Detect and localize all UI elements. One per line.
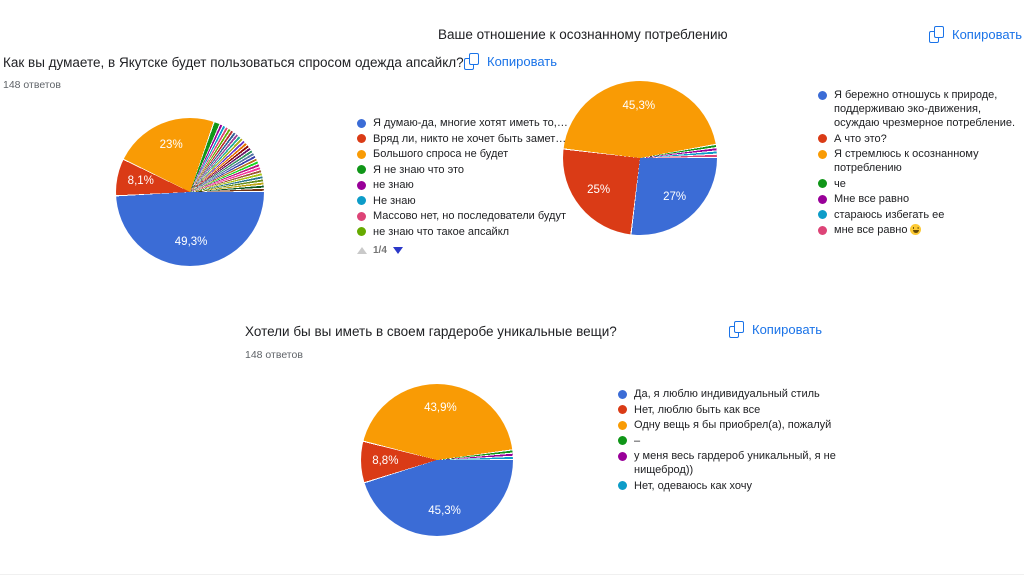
copy-button-upcycle[interactable]: Копировать <box>464 53 557 70</box>
legend-bullet <box>818 134 827 143</box>
legend-bullet <box>357 149 366 159</box>
legend-bullet <box>357 211 366 221</box>
legend-upcycle: Я думаю-да, многие хотят иметь то,… Вряд … <box>357 116 568 240</box>
copy-button-wardrobe[interactable]: Копировать <box>729 321 822 338</box>
legend-wardrobe: Да, я люблю индивидуальный стиль Нет, люб… <box>618 387 843 494</box>
legend-item: Я не знаю что это <box>357 163 568 177</box>
legend-label: Мне все равно <box>834 193 910 205</box>
pie-chart-conscious-consumption[interactable]: 27% 25% 45,3% <box>563 81 717 235</box>
legend-item: Нет, одеваюсь как хочу <box>618 479 843 493</box>
legend-pagination: 1/4 <box>357 245 403 256</box>
question-title-wardrobe: Хотели бы вы иметь в своем гардеробе уни… <box>245 324 617 339</box>
legend-bullet <box>818 225 827 235</box>
legend-bullet <box>357 180 366 190</box>
legend-label: Не знаю <box>373 194 416 207</box>
legend-item: – <box>618 434 843 448</box>
copy-label: Копировать <box>952 27 1022 42</box>
legend-bullet <box>357 196 366 205</box>
legend-bullet <box>618 405 627 414</box>
legend-label: че <box>834 177 846 190</box>
pie-chart-wardrobe[interactable]: 45,3% 8,8% 43,9% <box>361 384 513 536</box>
legend-label: не знаю что такое апсайкл <box>373 225 510 238</box>
legend-label: Вряд ли, никто не хочет быть замет… <box>373 132 567 145</box>
legend-bullet <box>618 389 627 399</box>
legend-item: Я думаю-да, многие хотят иметь то,… <box>357 116 568 130</box>
pie-slice-label: 43,9% <box>424 402 457 415</box>
legend-label: Я стремлюсь к осознанному потреблению <box>834 148 979 174</box>
legend-bullet <box>818 210 827 219</box>
legend-bullet <box>357 134 366 143</box>
legend-item: мне все равно <box>818 223 1016 237</box>
copy-button-header[interactable]: Копировать <box>929 26 1022 43</box>
legend-item: Нет, люблю быть как все <box>618 403 843 417</box>
pie-chart-upcycle[interactable]: 49,3% 8,1% 23% <box>116 118 264 266</box>
legend-label: Массово нет, но последователи будут <box>373 210 566 222</box>
legend-label: А что это? <box>834 132 887 145</box>
pie-slice-label: 45,3% <box>428 505 461 518</box>
legend-conscious-consumption: Я бережно отношусь к природе, поддержива… <box>818 88 1016 239</box>
pie-slice-label: 8,8% <box>372 454 399 467</box>
tongue-out-emoji-icon <box>910 224 922 235</box>
legend-bullet <box>618 481 627 490</box>
legend-bullet <box>818 179 827 188</box>
page-down-icon[interactable] <box>392 247 403 254</box>
pie-slice-label: 8,1% <box>127 175 154 188</box>
legend-bullet <box>618 436 627 445</box>
legend-item: Массово нет, но последователи будут <box>357 209 568 223</box>
legend-item: Да, я люблю индивидуальный стиль <box>618 387 843 401</box>
legend-label: Одну вещь я бы приобрел(а), пожалуй <box>634 419 832 431</box>
legend-bullet <box>357 118 366 128</box>
copy-icon <box>729 321 744 338</box>
legend-bullet <box>618 420 627 430</box>
pie-slice-label: 23% <box>159 139 183 152</box>
pie-slice-label: 49,3% <box>174 236 208 249</box>
legend-bullet <box>357 165 366 174</box>
copy-icon <box>464 53 479 70</box>
legend-item: стараюсь избегать ее <box>818 208 1016 222</box>
copy-icon <box>929 26 944 43</box>
legend-label: Я бережно отношусь к природе, поддержива… <box>834 89 1016 129</box>
legend-bullet <box>357 227 366 236</box>
responses-count-wardrobe: 148 ответов <box>245 349 303 361</box>
legend-label: у меня весь гардероб уникальный, я не ни… <box>634 450 836 476</box>
legend-label: Нет, одеваюсь как хочу <box>634 479 752 492</box>
legend-label: мне все равно <box>834 223 922 237</box>
page-up-icon[interactable] <box>357 247 367 254</box>
legend-label: стараюсь избегать ее <box>834 208 945 221</box>
legend-bullet <box>818 149 827 159</box>
legend-bullet <box>618 451 627 461</box>
legend-item: не знаю <box>357 178 568 192</box>
copy-label: Копировать <box>487 54 557 69</box>
legend-label: не знаю <box>373 179 414 191</box>
pie-slice-label: 27% <box>663 191 687 204</box>
legend-item: Вряд ли, никто не хочет быть замет… <box>357 132 568 146</box>
page-indicator: 1/4 <box>373 245 387 256</box>
legend-item: у меня весь гардероб уникальный, я не ни… <box>618 449 843 477</box>
legend-item: Одну вещь я бы приобрел(а), пожалуй <box>618 418 843 432</box>
legend-item: не знаю что такое апсайкл <box>357 225 568 239</box>
legend-bullet <box>818 194 827 204</box>
page-title: Ваше отношение к осознанному потреблению <box>438 27 728 42</box>
legend-item: Я бережно отношусь к природе, поддержива… <box>818 88 1016 130</box>
legend-label: Большого спроса не будет <box>373 148 509 160</box>
legend-label: Я не знаю что это <box>373 163 465 176</box>
legend-bullet <box>818 90 827 100</box>
responses-count-upcycle: 148 ответов <box>3 79 61 91</box>
legend-item: Большого спроса не будет <box>357 147 568 161</box>
pie-slice-label: 25% <box>587 184 611 197</box>
legend-label: Я думаю-да, многие хотят иметь то,… <box>373 117 568 129</box>
legend-item: Не знаю <box>357 194 568 208</box>
legend-item: Мне все равно <box>818 192 1016 206</box>
legend-item: А что это? <box>818 132 1016 146</box>
copy-label: Копировать <box>752 322 822 337</box>
legend-label: Да, я люблю индивидуальный стиль <box>634 388 820 400</box>
legend-item: Я стремлюсь к осознанному потреблению <box>818 147 1016 175</box>
question-title-upcycle: Как вы думаете, в Якутске будет пользова… <box>3 55 464 70</box>
legend-item: че <box>818 177 1016 191</box>
pie-slice-label: 45,3% <box>622 99 656 112</box>
legend-label: – <box>634 434 641 447</box>
legend-label: Нет, люблю быть как все <box>634 403 761 416</box>
